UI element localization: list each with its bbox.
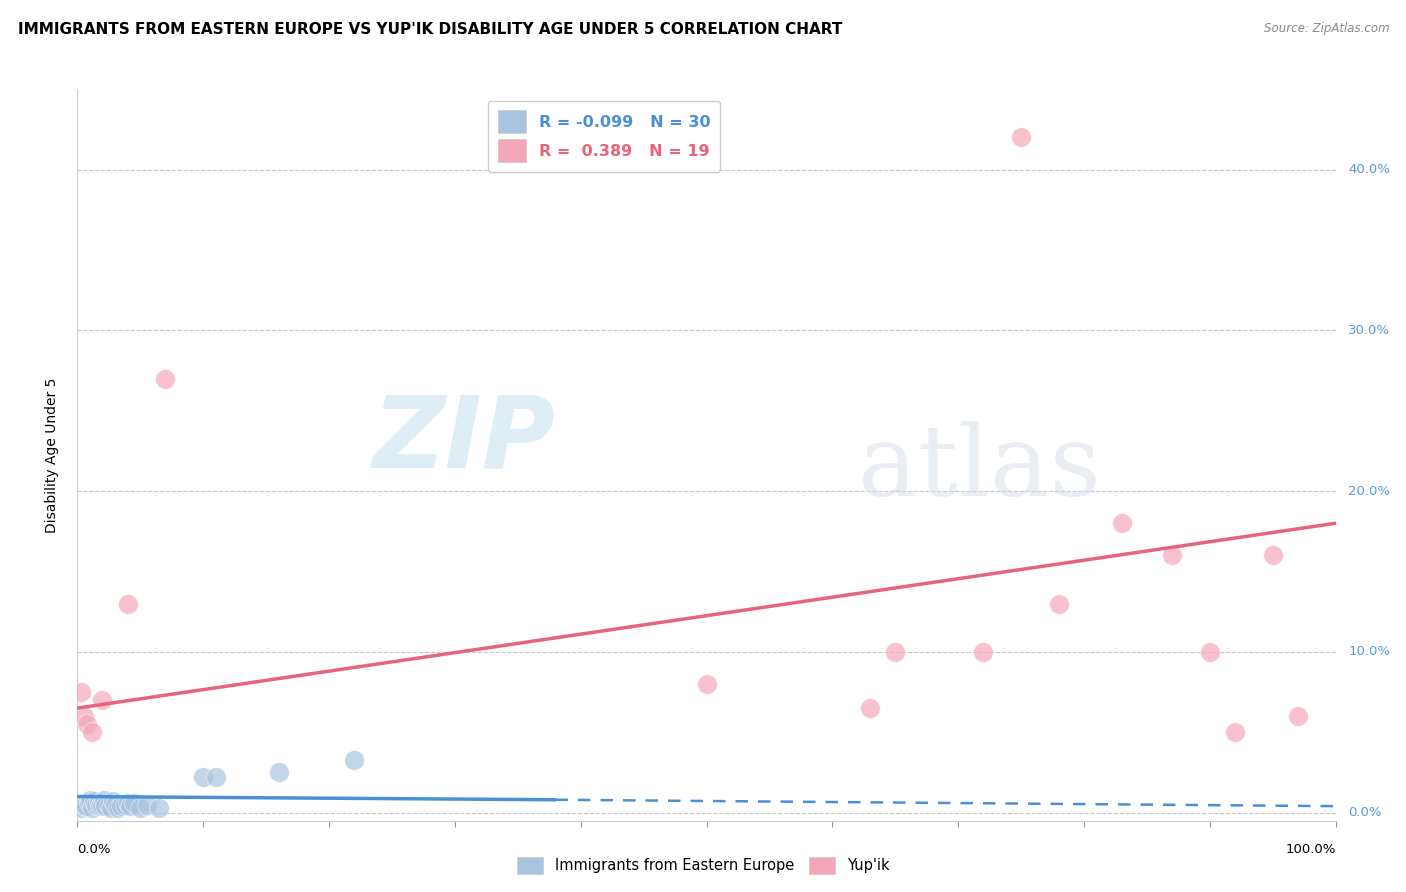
Text: 0.0%: 0.0% (1348, 806, 1382, 819)
Point (1010, 130, 1032, 145)
Point (122, 796, 145, 810)
Point (94, 799, 117, 814)
Point (93, 793, 115, 807)
Text: 0.0%: 0.0% (77, 843, 111, 856)
Point (75, 799, 97, 814)
Point (72, 709, 94, 723)
Legend: R = -0.099   N = 30, R =  0.389   N = 19: R = -0.099 N = 30, R = 0.389 N = 19 (488, 101, 720, 171)
Point (101, 794, 124, 808)
Point (1047, 597, 1070, 611)
Text: 10.0%: 10.0% (1348, 645, 1391, 658)
Point (114, 797, 136, 812)
Point (89, 799, 111, 814)
Y-axis label: Disability Age Under 5: Disability Age Under 5 (45, 377, 59, 533)
Point (155, 371, 177, 385)
Point (72, 797, 94, 812)
Point (267, 765, 290, 780)
Text: atlas: atlas (858, 422, 1101, 517)
Text: IMMIGRANTS FROM EASTERN EUROPE VS YUP'IK DISABILITY AGE UNDER 5 CORRELATION CHAR: IMMIGRANTS FROM EASTERN EUROPE VS YUP'IK… (18, 22, 842, 37)
Point (83, 794, 105, 808)
Point (1286, 709, 1309, 723)
Point (343, 753, 366, 767)
Text: Source: ZipAtlas.com: Source: ZipAtlas.com (1264, 22, 1389, 36)
Point (1223, 725, 1246, 739)
Point (120, 799, 142, 814)
Point (77, 796, 100, 810)
Point (82, 725, 104, 739)
Point (87, 796, 110, 810)
Point (117, 597, 139, 611)
Point (84, 797, 107, 812)
Point (1198, 645, 1220, 659)
Point (135, 797, 157, 812)
Text: 100.0%: 100.0% (1285, 843, 1336, 856)
Point (79, 793, 101, 807)
Point (1261, 549, 1284, 563)
Point (148, 801, 170, 815)
Point (70, 801, 93, 815)
Point (884, 645, 907, 659)
Point (110, 799, 132, 814)
Point (696, 677, 718, 691)
Point (82, 801, 104, 815)
Point (859, 701, 882, 715)
Point (107, 801, 129, 815)
Point (97, 797, 120, 812)
Point (117, 796, 139, 810)
Point (129, 801, 152, 815)
Point (204, 770, 226, 784)
Point (191, 770, 215, 784)
Text: 20.0%: 20.0% (1348, 484, 1391, 498)
Point (91, 693, 114, 707)
Point (1111, 516, 1133, 531)
Point (104, 797, 127, 812)
Text: 40.0%: 40.0% (1348, 163, 1391, 176)
Point (70, 685, 93, 699)
Point (100, 801, 122, 815)
Point (76, 717, 98, 731)
Text: ZIP: ZIP (373, 392, 555, 489)
Text: 30.0%: 30.0% (1348, 324, 1391, 337)
Point (972, 645, 994, 659)
Legend: Immigrants from Eastern Europe, Yup'ik: Immigrants from Eastern Europe, Yup'ik (510, 851, 896, 880)
Point (1161, 549, 1184, 563)
Point (91, 797, 114, 812)
